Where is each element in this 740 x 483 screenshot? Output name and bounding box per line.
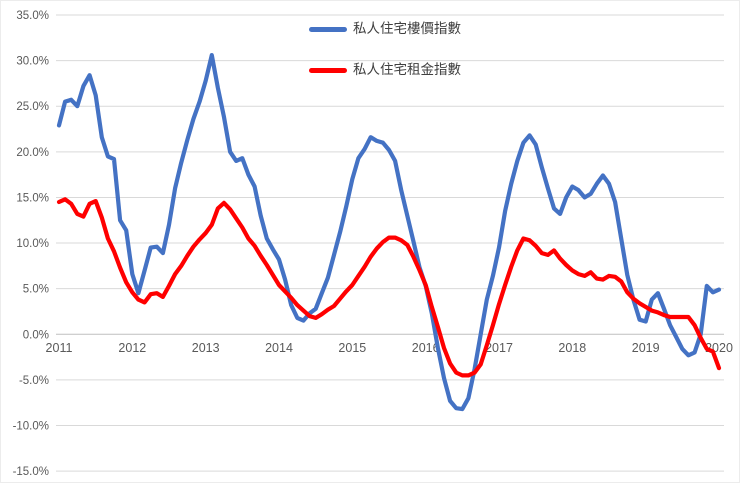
- x-axis-tick-label: 2018: [558, 341, 586, 355]
- y-axis-tick-label: 35.0%: [16, 10, 49, 22]
- y-axis-tick-label: -10.0%: [13, 421, 49, 433]
- x-axis-tick-label: 2019: [632, 341, 660, 355]
- rent-series-swatch-icon: [309, 67, 347, 73]
- legend-item-price-index: 私人住宅樓價指數: [309, 18, 461, 40]
- price-series-line: [56, 52, 722, 412]
- x-axis-tick-label: 2013: [192, 341, 220, 355]
- rent-series-line: [56, 197, 722, 378]
- y-axis-tick-label: -5.0%: [19, 375, 49, 387]
- y-axis-tick-label: 30.0%: [16, 56, 49, 68]
- legend-item-rent-index: 私人住宅租金指數: [309, 59, 461, 81]
- y-axis-tick-label: 10.0%: [16, 238, 49, 250]
- y-axis-tick-label: 20.0%: [16, 147, 49, 159]
- legend: 私人住宅樓價指數 私人住宅租金指數: [309, 18, 461, 81]
- legend-label-price-index: 私人住宅樓價指數: [353, 21, 461, 36]
- x-axis-tick-label: 2014: [265, 341, 293, 355]
- x-axis-tick-label: 2017: [485, 341, 513, 355]
- x-axis-tick-label: 2011: [46, 341, 73, 355]
- legend-label-rent-index: 私人住宅租金指數: [353, 62, 461, 77]
- x-axis-tick-label: 2015: [338, 341, 366, 355]
- y-axis-tick-label: 15.0%: [16, 192, 49, 204]
- y-axis-tick-label: 25.0%: [16, 101, 49, 113]
- x-axis-tick-label: 2016: [412, 341, 440, 355]
- price-series-swatch-icon: [309, 26, 347, 32]
- x-axis-tick-label: 2012: [118, 341, 146, 355]
- y-axis-tick-label: -15.0%: [13, 466, 49, 478]
- y-axis-tick-label: 5.0%: [23, 284, 49, 296]
- y-axis-tick-label: 0.0%: [23, 329, 49, 341]
